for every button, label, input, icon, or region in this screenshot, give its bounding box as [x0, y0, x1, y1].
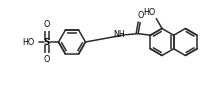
Text: HO: HO [23, 37, 35, 47]
Text: O: O [44, 20, 50, 29]
Text: O: O [137, 11, 143, 20]
Text: O: O [44, 55, 50, 64]
Text: NH: NH [114, 30, 125, 39]
Text: S: S [44, 37, 50, 47]
Text: HO: HO [143, 8, 155, 17]
